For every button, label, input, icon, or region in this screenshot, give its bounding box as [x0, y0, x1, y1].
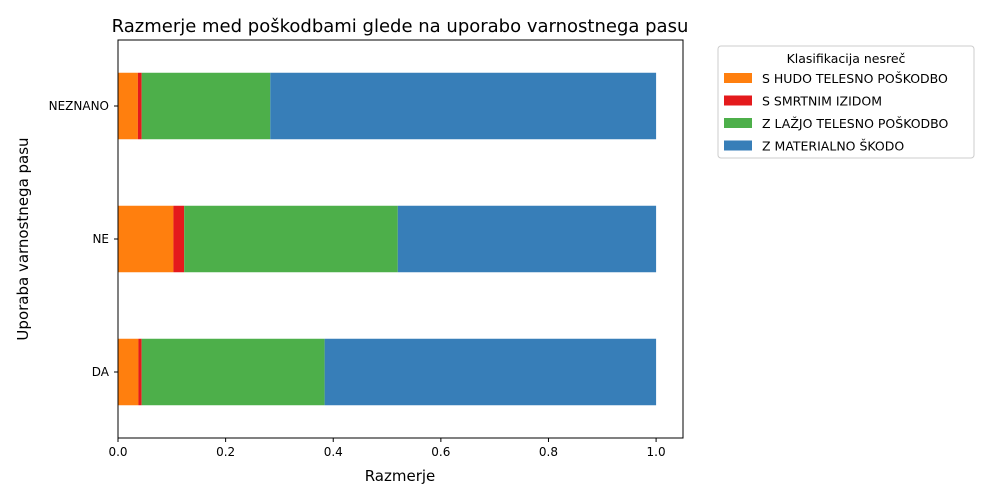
bar-segment — [270, 72, 657, 140]
bar-segment — [141, 338, 325, 406]
legend-label: Z MATERIALNO ŠKODO — [762, 139, 904, 154]
legend-swatch — [724, 140, 752, 151]
x-tick-label: 0.4 — [324, 445, 343, 459]
x-tick-label: 0.6 — [431, 445, 450, 459]
legend-frame — [717, 45, 975, 159]
legend-items: S HUDO TELESNO POŠKODBO S SMRTNIM IZIDOM Z… — [724, 71, 949, 154]
legend-label: S SMRTNIM IZIDOM — [762, 94, 882, 109]
bar-segment — [397, 205, 657, 273]
bar-segment — [184, 205, 398, 273]
bar-segment — [173, 205, 185, 273]
bar-segment — [118, 72, 138, 140]
legend-title: Klasifikacija nesreč — [787, 51, 906, 66]
y-axis-ticks: DA NE NEZNANO — [49, 99, 118, 379]
legend-swatch — [724, 118, 752, 128]
bar-segment — [141, 72, 271, 140]
x-tick-label: 1.0 — [647, 445, 666, 459]
x-tick-label: 0.2 — [216, 445, 235, 459]
y-tick-label: DA — [92, 365, 110, 379]
chart-title: Razmerje med poškodbami glede na uporabo… — [112, 16, 689, 37]
legend: Klasifikacija nesreč S HUDO TELESNO POŠK… — [717, 45, 975, 159]
y-axis-label: Uporaba varnostnega pasu — [14, 137, 32, 340]
bar-segment — [118, 205, 174, 273]
x-axis-label: Razmerje — [365, 467, 436, 485]
legend-swatch — [724, 95, 752, 106]
x-tick-label: 0.8 — [539, 445, 558, 459]
legend-label: Z LAŽJO TELESNO POŠKODBO — [762, 116, 949, 131]
bar-segment — [137, 72, 142, 140]
bar-segment — [118, 338, 139, 406]
bars-group — [118, 72, 657, 406]
legend-label: S HUDO TELESNO POŠKODBO — [762, 71, 948, 86]
y-tick-label: NEZNANO — [49, 99, 109, 113]
y-tick-label: NE — [92, 232, 109, 246]
legend-swatch — [724, 73, 752, 83]
bar-segment — [138, 338, 142, 406]
x-tick-label: 0.0 — [108, 445, 127, 459]
bar-segment — [324, 338, 657, 406]
x-axis-ticks: 0.0 0.2 0.4 0.6 0.8 1.0 — [108, 438, 666, 459]
